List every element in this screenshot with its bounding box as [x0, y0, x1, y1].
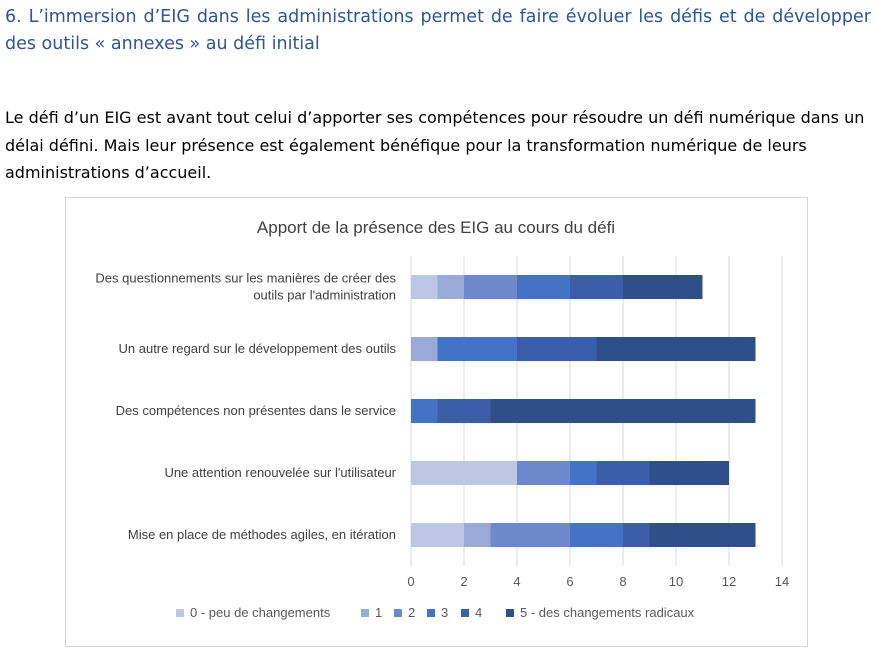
category-label: Une attention renouvelée sur l'utilisate…: [164, 465, 396, 480]
legend-swatch: [506, 609, 514, 617]
legend-swatch: [461, 609, 469, 617]
x-tick-label: 12: [722, 574, 736, 589]
bar-segment: [623, 275, 703, 299]
bar-segment: [596, 337, 756, 361]
category-label: Des questionnements sur les manières de …: [95, 271, 396, 303]
bar-segment: [411, 461, 517, 485]
bar-segment: [464, 275, 517, 299]
legend-label: 4: [475, 605, 482, 620]
chart-title: Apport de la présence des EIG au cours d…: [257, 218, 615, 237]
x-tick-label: 2: [460, 574, 467, 589]
bar-segment: [437, 275, 464, 299]
bar-segment: [411, 275, 438, 299]
bar-segment: [517, 461, 570, 485]
x-tick-label: 4: [513, 574, 520, 589]
category-label: Mise en place de méthodes agiles, en ité…: [128, 527, 396, 542]
bar-segment: [437, 399, 491, 423]
bar-segment: [623, 523, 650, 547]
bar-segment: [517, 337, 597, 361]
legend-swatch: [361, 609, 369, 617]
chart-container: Apport de la présence des EIG au cours d…: [65, 197, 808, 647]
category-label: Des compétences non présentes dans le se…: [116, 403, 396, 418]
bar-segment: [596, 461, 650, 485]
bar-segment: [437, 337, 517, 361]
bar-segment: [649, 523, 756, 547]
legend-label: 0 - peu de changements: [190, 605, 331, 620]
x-tick-label: 14: [775, 574, 789, 589]
body-paragraph: Le défi d’un EIG est avant tout celui d’…: [5, 108, 865, 182]
x-tick-label: 8: [619, 574, 626, 589]
bar-segment: [411, 399, 438, 423]
legend-swatch: [427, 609, 435, 617]
x-tick-label: 10: [669, 574, 683, 589]
legend-label: 5 - des changements radicaux: [520, 605, 695, 620]
legend-swatch: [176, 609, 184, 617]
bar-segment: [464, 523, 491, 547]
legend-label: 3: [441, 605, 448, 620]
bar-segment: [490, 523, 570, 547]
stacked-bar-chart: Apport de la présence des EIG au cours d…: [95, 218, 789, 620]
bar-segment: [570, 461, 597, 485]
bar-segment: [570, 523, 623, 547]
legend-label: 1: [375, 605, 382, 620]
legend-label: 2: [408, 605, 415, 620]
category-label: Un autre regard sur le développement des…: [119, 341, 397, 356]
bar-segment: [517, 275, 570, 299]
x-tick-label: 6: [566, 574, 573, 589]
bar-segment: [649, 461, 729, 485]
bar-segment: [570, 275, 623, 299]
x-tick-label: 0: [407, 574, 414, 589]
section-heading: 6. L’immersion d’EIG dans les administra…: [5, 7, 871, 54]
bar-segment: [490, 399, 756, 423]
legend-swatch: [394, 609, 402, 617]
bar-segment: [411, 337, 438, 361]
bar-segment: [411, 523, 464, 547]
